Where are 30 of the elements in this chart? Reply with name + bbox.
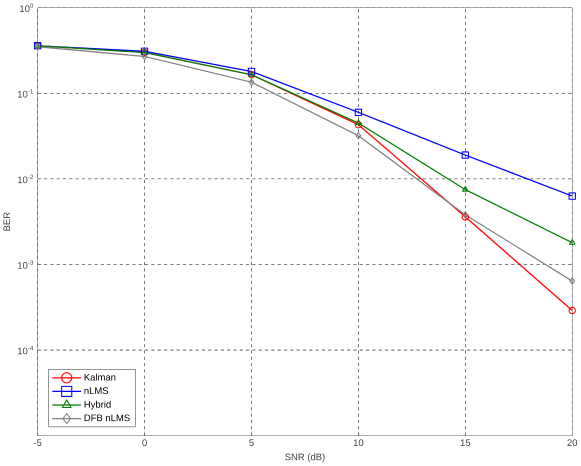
point — [568, 307, 576, 314]
x-tick-label: 15 — [460, 440, 470, 446]
point — [354, 121, 362, 129]
legend-label: nLMS — [84, 387, 108, 394]
y-tick-label: 10$^{-3}$ — [18, 260, 34, 269]
y-tick-label: 10$^{0}$ — [20, 4, 34, 12]
x-tick-label: 20 — [567, 440, 578, 446]
point — [248, 78, 254, 86]
point — [356, 132, 362, 140]
point — [354, 108, 362, 116]
x-tick-label: -5 — [34, 440, 42, 446]
point — [248, 68, 256, 76]
x-tick-label: 5 — [249, 440, 254, 446]
x-tick-label: 10 — [354, 440, 364, 446]
point — [142, 52, 148, 60]
point — [462, 186, 469, 192]
legend-label: Hybrid — [84, 400, 111, 410]
y-axis-title: BER — [4, 212, 10, 231]
point — [355, 120, 362, 126]
point — [569, 278, 576, 285]
y-tick-label: 10$^{-4}$ — [18, 346, 34, 354]
point — [462, 152, 469, 159]
point — [568, 192, 576, 200]
point — [568, 239, 576, 245]
x-axis-title: SNR (dB) — [285, 453, 325, 462]
legend-label: DFB nLMS — [84, 414, 130, 422]
y-tick-label: 10$^{-1}$ — [18, 89, 34, 98]
y-tick-label: 10$^{-2}$ — [18, 174, 34, 184]
legend-label: Kalman — [84, 374, 116, 381]
x-tick-label: 0 — [142, 440, 147, 446]
